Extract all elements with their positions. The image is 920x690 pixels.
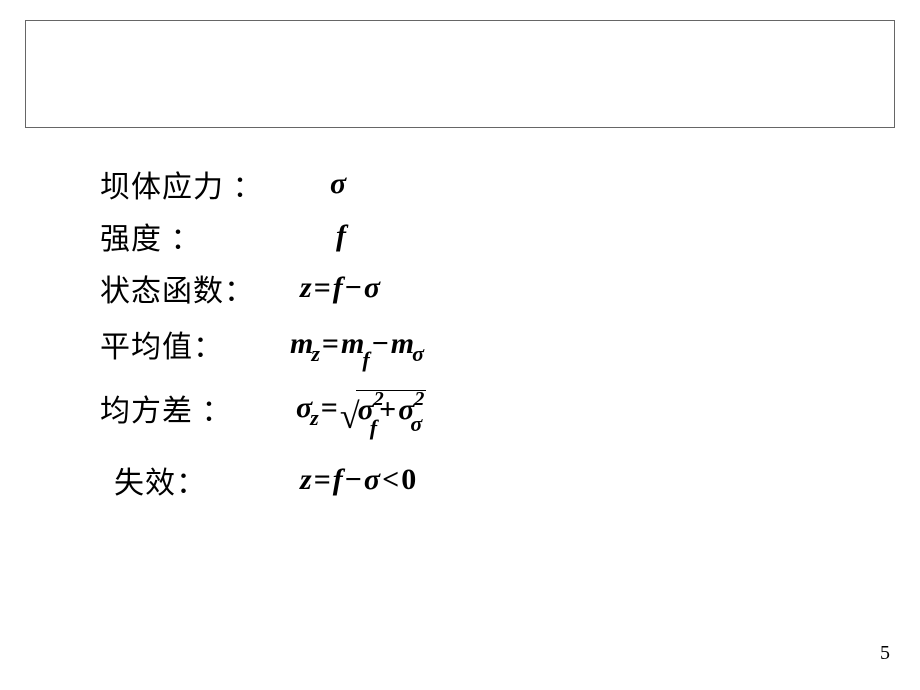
title-box bbox=[25, 20, 895, 128]
var-f: f bbox=[333, 271, 343, 305]
formula-variance: σz = √ σ2f + σ2σ bbox=[296, 390, 426, 427]
t2-sub: σ bbox=[410, 411, 422, 437]
row-strength: 强度 ： f bbox=[100, 212, 426, 260]
sub-sigma: σ bbox=[412, 341, 424, 367]
minus: − bbox=[372, 327, 389, 361]
label-failure: 失效： bbox=[114, 458, 300, 502]
equals: = bbox=[314, 271, 331, 305]
t1-sup: 2 bbox=[374, 388, 384, 411]
formula-mean: mz = mf − mσ bbox=[290, 327, 424, 361]
equals: = bbox=[322, 327, 339, 361]
var-m: m bbox=[290, 327, 313, 361]
sigma-symbol: σ bbox=[330, 167, 346, 201]
var-m-sigma: m bbox=[391, 327, 414, 361]
zero: 0 bbox=[401, 463, 416, 497]
equals: = bbox=[314, 463, 331, 497]
formula-stress: σ bbox=[330, 167, 346, 201]
sub-z: z bbox=[310, 405, 319, 431]
label-variance: 均方差 ： bbox=[100, 386, 300, 430]
sqrt-symbol: √ bbox=[340, 398, 360, 434]
var-z: z bbox=[300, 463, 312, 497]
sqrt: √ σ2f + σ2σ bbox=[340, 390, 426, 427]
label-state: 状态函数： bbox=[100, 266, 300, 310]
minus: − bbox=[345, 271, 362, 305]
formula-failure: z = f − σ < 0 bbox=[300, 463, 416, 497]
sqrt-body: σ2f + σ2σ bbox=[356, 390, 427, 427]
var-sigma: σ bbox=[364, 271, 380, 305]
var-z: z bbox=[300, 271, 312, 305]
label-strength: 强度 ： bbox=[100, 214, 300, 258]
content-block: 坝体应力 ： σ 强度 ： f 状态函数： z = f − σ 平均值： mz … bbox=[100, 160, 426, 512]
page-number: 5 bbox=[880, 642, 890, 665]
sub-z: z bbox=[311, 341, 320, 367]
lt: < bbox=[382, 463, 399, 497]
t2-sup: 2 bbox=[414, 388, 424, 411]
formula-state: z = f − σ bbox=[300, 271, 380, 305]
row-failure: 失效： z = f − σ < 0 bbox=[100, 452, 426, 508]
var-m-f: m bbox=[341, 327, 364, 361]
label-mean: 平均值： bbox=[100, 322, 300, 366]
var-f: f bbox=[333, 463, 343, 497]
t1-sub: f bbox=[370, 415, 377, 441]
var-sigma: σ bbox=[364, 463, 380, 497]
row-stress: 坝体应力 ： σ bbox=[100, 160, 426, 208]
label-stress: 坝体应力 ： bbox=[100, 162, 300, 206]
row-variance: 均方差 ： σz = √ σ2f + σ2σ bbox=[100, 376, 426, 440]
minus: − bbox=[345, 463, 362, 497]
f-symbol: f bbox=[336, 219, 346, 253]
formula-strength: f bbox=[336, 219, 346, 253]
row-mean: 平均值： mz = mf − mσ bbox=[100, 316, 426, 372]
sub-f: f bbox=[362, 347, 369, 373]
equals: = bbox=[321, 391, 338, 425]
row-state: 状态函数： z = f − σ bbox=[100, 264, 426, 312]
